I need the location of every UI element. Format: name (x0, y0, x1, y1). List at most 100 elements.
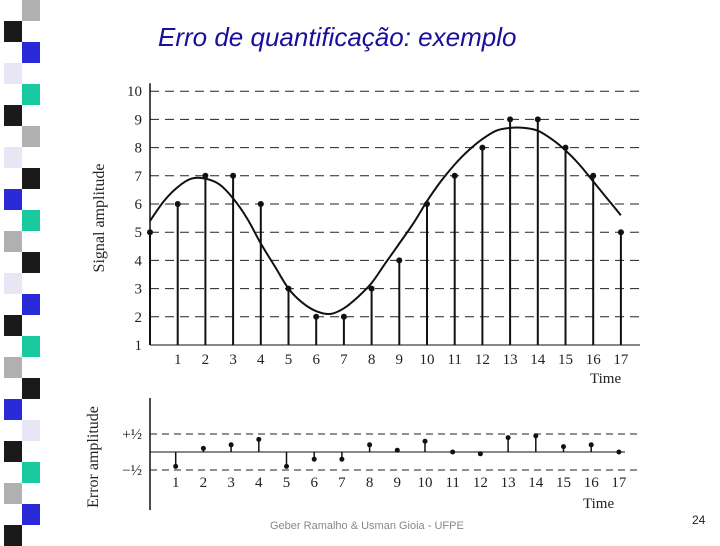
stripe-block (4, 399, 22, 420)
signal-y-tick-label: 4 (135, 253, 143, 269)
stripe-block (22, 0, 40, 21)
signal-x-tick-label: 2 (202, 352, 210, 368)
signal-y-tick-label: 10 (127, 84, 142, 100)
stripe-block (22, 252, 40, 273)
stripe-block (4, 63, 22, 84)
error-point (505, 435, 511, 441)
error-point (533, 433, 539, 439)
page-number: 24 (692, 513, 706, 527)
error-y-axis-label: Error amplitude (85, 406, 102, 508)
stripe-block (4, 231, 22, 252)
signal-y-tick-label: 2 (135, 310, 143, 326)
sample-point (313, 313, 320, 320)
stripe-block (4, 483, 22, 504)
signal-y-axis-label: Signal amplitude (91, 164, 108, 273)
error-x-axis-label: Time (583, 496, 614, 512)
stripe-block (4, 315, 22, 336)
sample-point (562, 144, 569, 151)
error-x-tick-label: 9 (394, 475, 402, 491)
signal-x-tick-label: 5 (285, 352, 293, 368)
error-point (200, 445, 206, 451)
stripe-block (4, 105, 22, 126)
stripe-block (22, 420, 40, 441)
error-point (616, 449, 622, 455)
signal-x-tick-label: 9 (396, 352, 404, 368)
error-x-tick-label: 11 (445, 475, 459, 491)
signal-x-tick-label: 7 (340, 352, 348, 368)
stripe-block (4, 147, 22, 168)
stripe-block (4, 21, 22, 42)
signal-x-tick-label: 8 (368, 352, 376, 368)
sample-point (174, 201, 181, 207)
signal-y-tick-label: 8 (135, 141, 143, 157)
error-point (311, 456, 317, 462)
signal-y-tick-label: 6 (135, 197, 143, 213)
error-x-tick-label: 7 (338, 475, 346, 491)
stripe-block (4, 273, 22, 294)
error-point (367, 442, 373, 448)
error-point (477, 451, 483, 457)
sample-point (479, 144, 486, 151)
signal-y-tick-label: 7 (135, 169, 143, 185)
error-x-tick-label: 1 (172, 475, 180, 491)
sample-point (424, 201, 430, 207)
stripe-block (22, 42, 40, 63)
stripe-block (22, 168, 40, 189)
sample-point (147, 229, 153, 236)
stripe-block (22, 504, 40, 525)
sample-point (507, 116, 514, 123)
error-point (588, 442, 594, 448)
slide-title: Erro de quantificação: exemplo (158, 22, 517, 52)
error-x-tick-label: 14 (528, 475, 544, 491)
sample-point (617, 229, 624, 236)
signal-y-tick-label: 5 (135, 225, 143, 241)
decorative-color-stripe (0, 0, 44, 546)
error-point (394, 447, 400, 453)
signal-y-tick-label: 9 (135, 112, 143, 128)
error-x-tick-label: 12 (473, 475, 488, 491)
error-point (450, 449, 456, 455)
sample-point (451, 172, 458, 179)
error-x-tick-label: 6 (310, 475, 318, 491)
sample-point (396, 257, 403, 264)
sample-point (230, 172, 237, 179)
signal-x-tick-label: 17 (613, 352, 629, 368)
error-x-tick-label: 8 (366, 475, 374, 491)
stripe-block (22, 462, 40, 483)
error-point (173, 463, 179, 469)
sample-point (257, 201, 264, 207)
sample-point (368, 285, 375, 292)
stripe-block (22, 294, 40, 315)
error-point (228, 442, 234, 448)
signal-x-axis-label: Time (590, 371, 621, 387)
error-x-tick-label: 15 (556, 475, 571, 491)
sample-point (340, 313, 347, 320)
signal-x-tick-label: 3 (229, 352, 237, 368)
error-x-tick-label: 10 (418, 475, 433, 491)
signal-x-tick-label: 11 (447, 352, 461, 368)
error-x-tick-label: 2 (200, 475, 208, 491)
error-point (422, 438, 428, 444)
sample-point (202, 172, 209, 179)
stripe-block (4, 357, 22, 378)
stripe-block (22, 126, 40, 147)
stripe-block (22, 336, 40, 357)
signal-x-tick-label: 16 (586, 352, 602, 368)
error-x-tick-label: 3 (227, 475, 235, 491)
stripe-block (22, 378, 40, 399)
signal-x-tick-label: 4 (257, 352, 265, 368)
signal-curve (149, 126, 622, 316)
stripe-block (22, 84, 40, 105)
stripe-block (22, 210, 40, 231)
error-x-tick-label: 16 (584, 475, 600, 491)
error-x-tick-label: 4 (255, 475, 263, 491)
stripe-block (4, 441, 22, 462)
error-x-tick-label: 5 (283, 475, 291, 491)
signal-x-tick-label: 14 (530, 352, 546, 368)
sample-point (534, 116, 541, 123)
error-point (339, 456, 345, 462)
error-amplitude-chart: +½−½ 1 2 3 4 5 6 7 8 9 10 11 12 13 14 15 16 17 Error amp… (85, 398, 640, 512)
error-y-tick-label: +½ (122, 427, 142, 443)
